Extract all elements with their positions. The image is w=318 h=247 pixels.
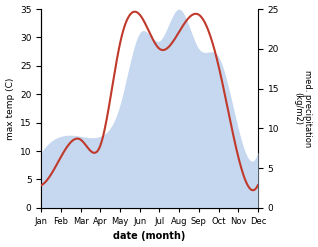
Y-axis label: med. precipitation
(kg/m2): med. precipitation (kg/m2) xyxy=(293,70,313,147)
Y-axis label: max temp (C): max temp (C) xyxy=(5,77,15,140)
X-axis label: date (month): date (month) xyxy=(114,231,186,242)
